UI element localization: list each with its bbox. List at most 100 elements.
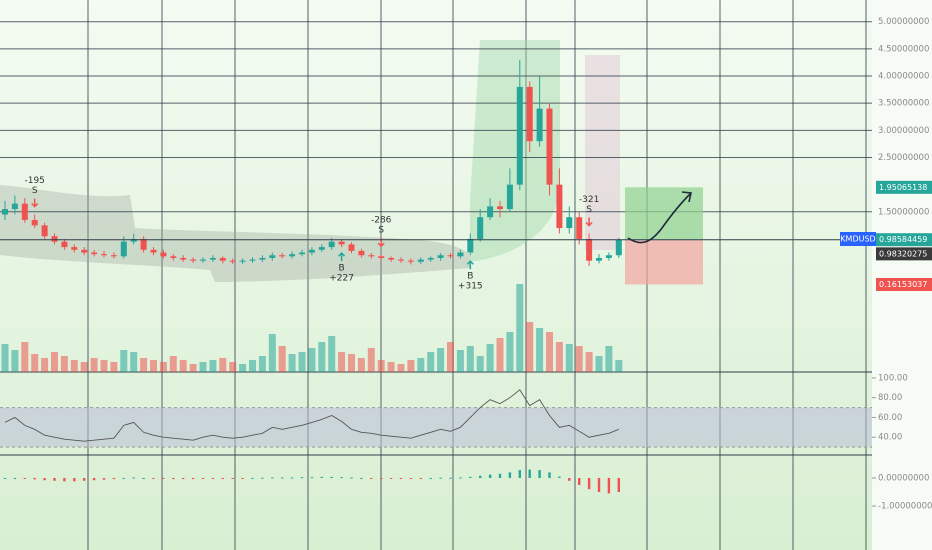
candle-body xyxy=(140,238,147,250)
volume-bar xyxy=(229,362,237,372)
sell-arrow xyxy=(31,198,39,208)
macd-bar xyxy=(172,477,175,480)
candle-body xyxy=(615,240,622,256)
macd-bar xyxy=(607,477,611,494)
macd-bar xyxy=(251,477,254,479)
volume-bar xyxy=(239,364,247,372)
volume-bar xyxy=(387,362,395,372)
signal-pnl: -321 xyxy=(579,195,599,205)
macd-bar xyxy=(538,470,541,478)
macd-bar xyxy=(63,477,66,482)
candle-body xyxy=(259,257,266,260)
volume-bar xyxy=(249,360,256,372)
volume-bar xyxy=(486,344,494,372)
macd-bar xyxy=(182,477,185,480)
volume-bar xyxy=(51,352,58,372)
volume-bar xyxy=(496,338,504,372)
volume-bar xyxy=(159,362,167,372)
volume-bar xyxy=(308,348,316,372)
macd-bar xyxy=(310,477,314,479)
macd-bar xyxy=(528,469,531,478)
sell-arrow xyxy=(585,217,593,227)
macd-bar xyxy=(360,477,363,479)
macd-bar xyxy=(518,470,521,478)
volume-bar xyxy=(100,360,108,372)
y-tick-label: 2.50000000 xyxy=(878,153,929,163)
volume-bar xyxy=(179,360,187,372)
macd-bar xyxy=(3,477,7,479)
macd-bar xyxy=(162,477,165,479)
macd-bar xyxy=(13,477,17,479)
volume-bar xyxy=(31,354,39,372)
candle-body xyxy=(91,252,98,255)
y-tick-label: 3.50000000 xyxy=(878,99,929,109)
candle-body xyxy=(239,260,246,262)
candle-body xyxy=(11,203,18,210)
volume-bar xyxy=(41,358,49,372)
volume-bar xyxy=(555,342,563,372)
macd-bar xyxy=(558,476,561,478)
volume-bar xyxy=(447,342,454,372)
macd-bar xyxy=(261,477,264,479)
candle-body xyxy=(289,254,296,257)
volume-bar xyxy=(546,332,553,372)
price-tag-label: 1.95065138 xyxy=(879,183,927,192)
axis-background xyxy=(872,0,932,550)
candle-body xyxy=(586,238,593,261)
macd-bar xyxy=(389,477,393,479)
macd-bar xyxy=(53,477,56,481)
signal-pnl: +315 xyxy=(458,282,483,292)
volume-bar xyxy=(318,342,326,372)
candle-body xyxy=(180,257,187,260)
volume-bar xyxy=(11,350,19,372)
macd-bar xyxy=(568,477,571,481)
volume-bar xyxy=(367,348,375,372)
volume-bar xyxy=(219,358,227,372)
macd-bar xyxy=(350,477,353,479)
rsi-tick-label: 80.00 xyxy=(878,393,902,403)
macd-bar xyxy=(409,477,413,479)
candle-body xyxy=(457,252,464,257)
candle-body xyxy=(437,255,444,258)
volume-bar xyxy=(516,284,524,372)
candle-body xyxy=(447,255,454,257)
volume-bar xyxy=(169,356,177,372)
candle-body xyxy=(566,217,573,229)
macd-bar xyxy=(300,477,304,479)
candle-body xyxy=(299,252,305,255)
macd-bar xyxy=(597,477,601,492)
candle-body xyxy=(417,259,424,262)
candle-body xyxy=(516,86,523,185)
candle-body xyxy=(546,108,553,185)
candle-body xyxy=(605,255,612,258)
candle-body xyxy=(31,219,38,226)
candle-body xyxy=(348,244,355,251)
volume-bar xyxy=(209,360,217,372)
candle-body xyxy=(398,259,404,261)
candle-body xyxy=(358,250,365,256)
candle-body xyxy=(41,225,48,237)
volume-bar xyxy=(357,358,365,372)
price-tag xyxy=(876,247,932,261)
volume-bar xyxy=(506,332,514,372)
candle-body xyxy=(200,259,206,261)
candle-body xyxy=(120,241,127,257)
candle-body xyxy=(407,260,414,262)
volume-bar xyxy=(565,344,573,372)
signal-pnl: +227 xyxy=(329,274,354,284)
volume-bar xyxy=(595,356,603,372)
macd-bar xyxy=(281,477,284,479)
candle-body xyxy=(61,241,68,248)
macd-bar xyxy=(469,476,472,478)
volume-bar xyxy=(258,356,266,372)
candle-body xyxy=(576,217,583,239)
macd-bar xyxy=(271,477,274,479)
macd-bar xyxy=(479,475,482,478)
signal-side: B xyxy=(339,264,345,274)
signal-side: B xyxy=(467,272,473,282)
symbol-tag xyxy=(840,232,876,246)
volume-bar xyxy=(427,352,435,372)
macd-bar xyxy=(122,477,125,479)
y-tick-label: 4.50000000 xyxy=(878,44,929,54)
macd-bar xyxy=(488,474,492,478)
